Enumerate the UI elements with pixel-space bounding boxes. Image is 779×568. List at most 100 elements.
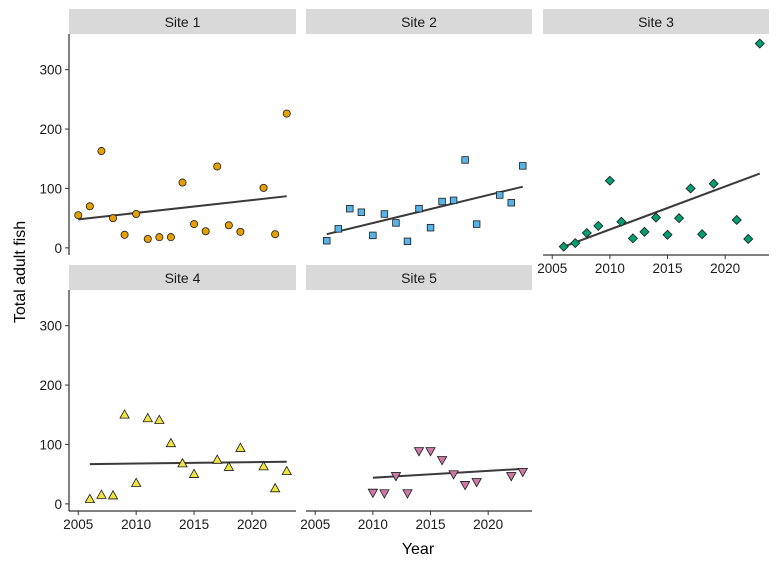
data-point xyxy=(436,456,448,466)
strip-site-3 xyxy=(543,9,769,34)
x-tick-label: 2015 xyxy=(653,261,683,276)
data-point xyxy=(120,230,129,239)
strip-site-1 xyxy=(69,9,296,34)
data-point xyxy=(119,409,130,419)
data-point xyxy=(604,175,615,186)
data-point xyxy=(639,226,650,237)
y-tick-label: 300 xyxy=(39,63,62,78)
y-axis-title: Total adult fish xyxy=(12,221,29,323)
y-tick-label: 100 xyxy=(39,181,62,196)
panel-site-1: Site 1 0 100 200 300 xyxy=(39,9,296,256)
strip-site-5 xyxy=(306,265,532,290)
data-point xyxy=(74,211,83,220)
x-tick-label: 2005 xyxy=(63,517,93,532)
x-axis-title: Year xyxy=(402,541,435,558)
data-point xyxy=(97,147,106,156)
y-tick-label: 0 xyxy=(54,241,62,256)
panel-site-4: Site 4 0 100 200 300 2005 2010 2015 2020 xyxy=(39,265,296,532)
data-point xyxy=(281,465,293,475)
data-point xyxy=(178,178,187,187)
data-point xyxy=(235,442,246,452)
data-point xyxy=(282,109,291,118)
strip-label-site-1: Site 1 xyxy=(165,14,201,30)
data-point xyxy=(438,197,446,206)
data-point xyxy=(96,489,107,499)
data-point xyxy=(213,162,222,171)
data-point xyxy=(390,472,402,482)
data-point xyxy=(471,478,482,488)
data-point xyxy=(627,233,639,244)
strip-label-site-2: Site 2 xyxy=(401,14,437,30)
panel-site-2: Site 2 xyxy=(306,9,532,246)
data-point xyxy=(269,482,281,493)
data-point xyxy=(517,467,529,478)
strip-label-site-3: Site 3 xyxy=(638,14,674,30)
data-point xyxy=(190,220,199,229)
data-point xyxy=(143,234,152,243)
data-point xyxy=(697,229,708,240)
data-point xyxy=(236,227,245,236)
data-point xyxy=(593,220,604,231)
data-point xyxy=(85,202,94,211)
data-point xyxy=(505,472,517,482)
data-point xyxy=(201,227,210,236)
data-point xyxy=(323,237,331,245)
data-point xyxy=(357,208,366,216)
x-tick-label: 2020 xyxy=(237,517,267,532)
y-tick-label: 200 xyxy=(39,122,62,137)
trend-line-site-2 xyxy=(326,185,524,236)
data-point xyxy=(109,214,118,223)
data-point xyxy=(507,199,515,207)
data-point xyxy=(402,489,413,499)
panel-site-3: Site 3 2005 2010 2015 2020 xyxy=(537,9,769,276)
strip-site-4 xyxy=(69,265,296,290)
data-point xyxy=(107,489,119,500)
strip-label-site-5: Site 5 xyxy=(401,270,437,286)
x-tick-label: 2015 xyxy=(416,517,446,532)
data-point xyxy=(132,210,141,219)
data-point xyxy=(271,230,280,239)
data-point xyxy=(743,233,754,245)
data-point xyxy=(650,212,662,223)
data-point xyxy=(166,233,175,242)
data-point xyxy=(685,183,696,194)
data-point xyxy=(662,229,673,240)
data-point xyxy=(84,493,96,503)
y-tick-label: 200 xyxy=(39,378,62,393)
data-point xyxy=(519,162,527,170)
x-tick-label: 2010 xyxy=(358,517,388,532)
data-point xyxy=(461,156,469,164)
data-point xyxy=(425,447,436,457)
data-point xyxy=(558,241,569,252)
strip-site-2 xyxy=(306,9,532,34)
x-tick-label: 2010 xyxy=(595,261,625,276)
data-point xyxy=(188,468,200,478)
data-point xyxy=(165,437,177,448)
trend-line-site-1 xyxy=(78,195,287,221)
data-point xyxy=(380,210,389,218)
x-tick-label: 2020 xyxy=(710,261,740,276)
trend-line-site-3 xyxy=(563,172,761,248)
data-point xyxy=(403,237,412,246)
data-point xyxy=(223,461,235,471)
data-point xyxy=(367,488,379,499)
data-point xyxy=(379,489,390,499)
data-point xyxy=(346,204,354,213)
facet-panels: Site 1 0 100 200 300 Site 2 Site 3 2005 2010 2015… xyxy=(39,9,769,532)
data-point xyxy=(392,219,400,227)
data-point xyxy=(754,38,765,49)
data-point xyxy=(130,477,142,487)
y-tick-label: 0 xyxy=(54,497,62,512)
data-point xyxy=(142,412,154,423)
data-point xyxy=(259,183,268,192)
data-point xyxy=(211,454,223,464)
y-tick-label: 300 xyxy=(39,319,62,334)
x-tick-label: 2005 xyxy=(300,517,330,532)
x-tick-label: 2020 xyxy=(473,517,503,532)
data-point xyxy=(426,223,435,232)
data-point xyxy=(413,447,425,457)
data-point xyxy=(177,457,188,468)
data-point xyxy=(570,238,581,249)
strip-label-site-4: Site 4 xyxy=(165,270,201,286)
